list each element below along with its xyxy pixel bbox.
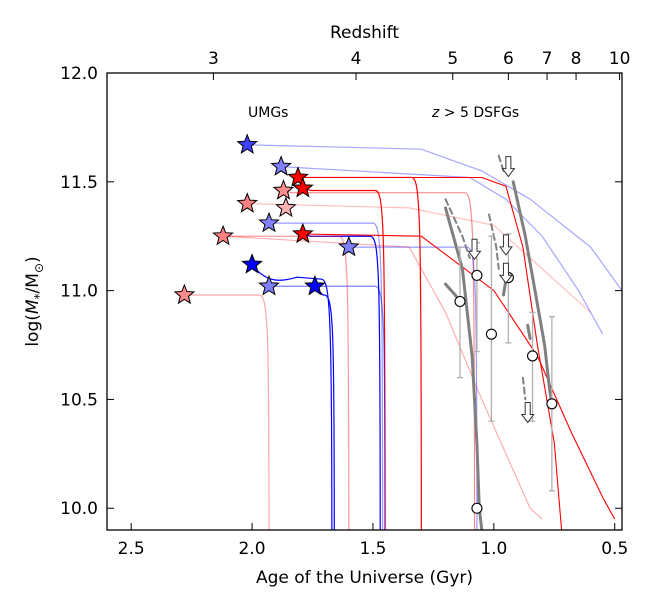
dsfg-point <box>546 398 558 410</box>
x-tick-label: 0.5 <box>601 539 628 559</box>
umg-star <box>241 253 263 274</box>
umg-star <box>270 155 292 176</box>
umg-track <box>223 235 350 530</box>
dsfg-track <box>521 376 527 401</box>
top-tick-label: 7 <box>542 49 553 69</box>
umg-track <box>302 233 381 530</box>
dsfg-layer <box>444 154 558 530</box>
dsfg-point <box>471 502 483 514</box>
umg-star <box>291 222 314 244</box>
top-tick-label: 3 <box>208 49 219 69</box>
plot-frame <box>106 72 623 531</box>
top-axis-title: Redshift <box>330 23 399 43</box>
dsfg-point <box>485 328 497 340</box>
y-tick-label: 11.5 <box>60 173 98 193</box>
top-tick-label: 10 <box>609 49 631 69</box>
red-evolution-curve <box>302 233 616 520</box>
umg-star <box>258 211 280 233</box>
y-tick-label: 10.5 <box>60 390 98 410</box>
umg-track <box>298 176 422 530</box>
umg-track <box>281 166 604 335</box>
y-axis-title-star: * <box>32 293 46 299</box>
upper-limit-arrow <box>467 238 482 261</box>
umgs-annotation: UMGs <box>248 105 288 121</box>
umg-track <box>184 294 270 530</box>
red-evolution-curve <box>298 176 563 530</box>
dsfgs-annotation-z: z <box>431 105 440 121</box>
y-tick-label: 11.0 <box>60 282 98 302</box>
y-axis-title: log(M*/M⊙) <box>23 256 46 346</box>
umg-track <box>348 246 478 530</box>
umg-track <box>268 285 386 530</box>
dsfgs-annotation: z > 5 DSFGs <box>431 105 519 121</box>
umg-track <box>247 203 592 313</box>
umg-star <box>212 224 234 246</box>
dsfg-track <box>488 213 500 270</box>
umg-star <box>337 235 360 257</box>
umg-track <box>251 264 333 530</box>
top-tick-label: 8 <box>571 49 582 69</box>
umg-track <box>247 144 622 291</box>
umg-star <box>258 274 280 296</box>
dsfgs-annotation-rest: > 5 DSFGs <box>439 105 519 121</box>
dsfg-track <box>444 198 471 259</box>
umg-track <box>314 285 335 530</box>
red-evolution-curve <box>223 235 543 520</box>
y-axis-title-end: ) <box>23 256 43 263</box>
upper-limit-arrow <box>498 262 513 285</box>
y-tick-label: 12.0 <box>60 64 98 84</box>
y-axis-title-mid: /M <box>23 273 43 293</box>
x-tick-label: 1.0 <box>480 539 507 559</box>
y-axis-title-sun: ⊙ <box>32 263 46 273</box>
dsfg-point <box>454 295 466 308</box>
tracks-layer <box>184 144 622 530</box>
upper-limit-arrow <box>520 401 535 424</box>
umg-star <box>287 166 309 187</box>
upper-limit-arrow <box>498 234 513 256</box>
x-tick-label: 2.5 <box>118 539 145 559</box>
umg-star <box>275 196 297 218</box>
x-tick-label: 1.5 <box>359 539 386 559</box>
dsfg-point <box>471 269 483 281</box>
umg-star <box>304 274 326 296</box>
umg-star <box>173 283 196 305</box>
y-tick-label: 10.0 <box>60 499 98 519</box>
y-axis-title-prefix: log( <box>23 314 43 347</box>
x-axis-title: Age of the Universe (Gyr) <box>256 568 473 588</box>
umg-star <box>291 176 314 198</box>
dsfg-track <box>511 180 554 406</box>
dsfg-track <box>526 323 532 340</box>
top-tick-label: 6 <box>503 49 514 69</box>
stars-layer <box>173 133 360 305</box>
y-axis-title-m: M <box>23 299 43 314</box>
umg-star <box>236 133 259 155</box>
upper-limit-arrow <box>501 156 516 178</box>
dsfg-point <box>526 350 539 362</box>
umg-track <box>268 222 384 530</box>
umg-star <box>272 179 295 200</box>
axes-layer: 2.5 2.0 1.5 1.0 0.5 10.0 10.5 11.0 11.5 12.0 3 4 5 6 7… <box>60 49 630 559</box>
top-tick-label: 5 <box>447 49 458 69</box>
top-tick-label: 4 <box>351 49 362 69</box>
x-tick-label: 2.0 <box>239 539 266 559</box>
umg-star <box>236 192 259 213</box>
